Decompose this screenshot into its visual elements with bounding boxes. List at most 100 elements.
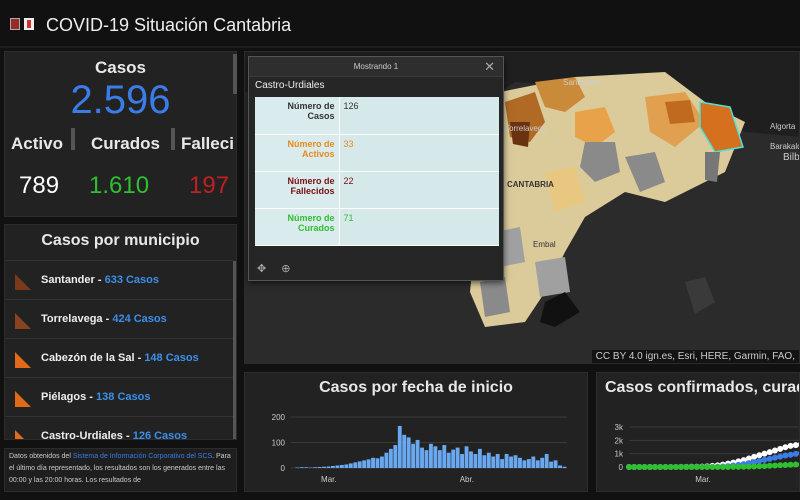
map-region[interactable] [510, 122, 530, 147]
bar [469, 451, 473, 468]
divider [71, 128, 75, 150]
series-point [693, 464, 700, 470]
municipio-label: Cabezón de la Sal - 148 Casos [41, 352, 199, 364]
series-point [787, 442, 794, 449]
scrollbar[interactable] [233, 261, 236, 439]
y-tick-label: 0 [281, 464, 286, 473]
series-point [761, 450, 768, 457]
map-region[interactable] [535, 257, 570, 297]
series-point [751, 453, 758, 460]
municipios-panel: Casos por municipio Santander - 633 Caso… [4, 224, 237, 440]
notes-text: Datos obtenidos del Sistema de Informaci… [9, 453, 231, 484]
series-point [771, 447, 778, 454]
scrollbar[interactable] [233, 54, 237, 94]
bar [420, 447, 424, 468]
map-region[interactable] [705, 152, 720, 182]
map-region[interactable] [535, 77, 585, 112]
municipio-symbol-icon [15, 391, 31, 407]
close-icon[interactable]: ✕ [484, 59, 495, 74]
map-region[interactable] [685, 277, 715, 314]
chart-title: Casos confirmados, curad [605, 379, 800, 396]
popup-table: Número de Casos 126 Número de Activos 33 Núm… [255, 97, 499, 246]
series-point [787, 461, 794, 468]
series-point [766, 455, 773, 462]
bar [304, 467, 309, 468]
series-point [641, 464, 648, 470]
map-region[interactable] [575, 107, 615, 147]
bar [317, 466, 322, 468]
popup-field-value: 126 [339, 97, 499, 135]
popup-field-value: 22 [339, 171, 499, 209]
bar [388, 448, 393, 468]
series-point [751, 463, 758, 470]
bar [424, 450, 429, 468]
bar [526, 459, 531, 468]
divider [171, 128, 175, 150]
y-tick-label: 3k [615, 423, 624, 432]
popup-field-value: 71 [339, 208, 499, 246]
bar [522, 460, 527, 468]
bar [411, 443, 416, 468]
series-point [745, 455, 752, 462]
app-header: COVID-19 Situación Cantabria [0, 0, 800, 48]
bar [500, 459, 505, 468]
municipio-item[interactable]: Santander - 633 Casos [5, 260, 233, 298]
series-point [646, 464, 653, 470]
y-tick-label: 1k [615, 450, 624, 459]
series-point [740, 463, 747, 470]
bar [335, 465, 340, 468]
x-tick-label: Mar. [321, 475, 337, 484]
x-tick-label: Abr. [460, 475, 474, 484]
bar [362, 460, 367, 468]
map-region[interactable] [540, 292, 580, 327]
popup-row: Número de Activos 33 [255, 134, 499, 172]
municipio-symbol-icon [15, 313, 31, 329]
y-tick-label: 0 [619, 463, 624, 472]
municipio-item[interactable]: Piélagos - 138 Casos [5, 377, 233, 415]
bar [326, 466, 331, 468]
series-point [730, 463, 737, 470]
map-label: Bilb [783, 152, 800, 163]
municipio-item[interactable]: Torrelavega - 424 Casos [5, 299, 233, 337]
map-region[interactable] [580, 142, 620, 182]
series-point [766, 462, 773, 469]
map-region[interactable] [665, 100, 695, 124]
bar [477, 448, 482, 468]
data-notes: Datos obtenidos del Sistema de Informaci… [4, 448, 237, 492]
bar [371, 457, 375, 468]
series-point [667, 464, 674, 470]
move-icon[interactable]: ✥ [257, 263, 267, 275]
bar [562, 466, 567, 468]
bar [397, 425, 402, 468]
scs-link[interactable]: Sistema de Información Corporativo del S… [72, 453, 213, 460]
series-point [777, 462, 784, 469]
zoom-icon[interactable]: ⊕ [281, 263, 291, 275]
map-region[interactable] [480, 277, 510, 317]
map-region-castro-urdiales[interactable] [699, 101, 744, 153]
municipio-item[interactable]: Castro-Urdiales - 126 Casos [5, 416, 233, 440]
municipio-item[interactable]: Cabezón de la Sal - 148 Casos [5, 338, 233, 376]
municipio-count: 424 Casos [112, 313, 167, 325]
series-point [771, 454, 778, 461]
health-service-flag-icon [24, 18, 34, 30]
bar [295, 467, 300, 468]
series-point [698, 464, 705, 470]
bar [322, 466, 327, 468]
bar [455, 447, 460, 468]
municipio-count: 138 Casos [96, 391, 151, 403]
fallecidos-value: 197 [189, 172, 230, 199]
popup-count: Mostrando 1 [353, 62, 399, 71]
series-point [782, 462, 789, 468]
series-point [662, 464, 669, 470]
series-point [756, 452, 763, 459]
municipio-count: 148 Casos [144, 352, 199, 364]
bar [415, 439, 420, 468]
bar [491, 456, 496, 468]
municipio-name: Castro-Urdiales - [41, 430, 133, 440]
series-point [709, 464, 716, 470]
map-region[interactable] [545, 167, 585, 212]
bar [504, 453, 509, 468]
bar [518, 457, 522, 468]
map-region[interactable] [625, 152, 665, 192]
popup-field-name: Número de Curados [255, 208, 340, 246]
